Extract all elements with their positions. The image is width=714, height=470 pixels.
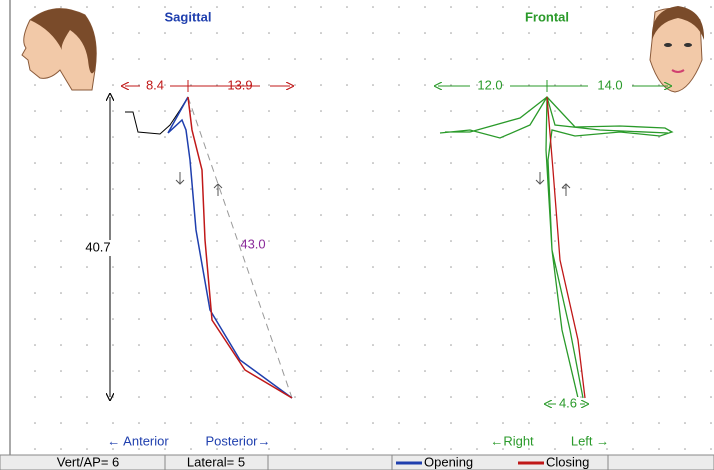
- direction-label: Left →: [571, 433, 609, 448]
- measure-label: 14.0: [597, 77, 622, 92]
- direction-arrows: [175, 172, 223, 196]
- label-bg: [556, 397, 580, 411]
- front-face-icon: [649, 6, 705, 93]
- diagonal-measure: [187, 96, 293, 399]
- measure-label: 43.0: [240, 236, 265, 251]
- sagittal-top-measure: [125, 80, 290, 92]
- direction-label: Posterior→: [205, 433, 270, 448]
- direction-label: ← Anterior: [107, 433, 169, 448]
- legend-label: Opening: [424, 454, 473, 469]
- status-cell: Lateral= 5: [187, 454, 245, 469]
- status-cell: Vert/AP= 6: [57, 454, 120, 469]
- status-bar: [0, 454, 714, 470]
- frontal-top-measure: [438, 80, 668, 92]
- opening-trace: [439, 95, 674, 399]
- direction-label: ←Right: [490, 433, 534, 448]
- closing-trace: [187, 96, 293, 399]
- legend: Opening Closing: [396, 454, 589, 469]
- grid: [10, 0, 714, 455]
- measure-label: 12.0: [477, 77, 502, 92]
- label-bg: [82, 240, 114, 256]
- view-title: Frontal: [525, 9, 569, 24]
- view-title: Sagittal: [165, 9, 212, 24]
- measure-label: 8.4: [146, 77, 164, 92]
- measure-label: 40.7: [85, 239, 110, 254]
- legend-label: Closing: [546, 454, 589, 469]
- measure-label: 13.9: [227, 77, 252, 92]
- direction-arrows: [535, 172, 571, 196]
- profile-face-icon: [21, 8, 97, 91]
- opening-trace: [167, 96, 293, 399]
- measure-label: 4.6: [559, 395, 577, 410]
- closing-trace: [546, 96, 586, 399]
